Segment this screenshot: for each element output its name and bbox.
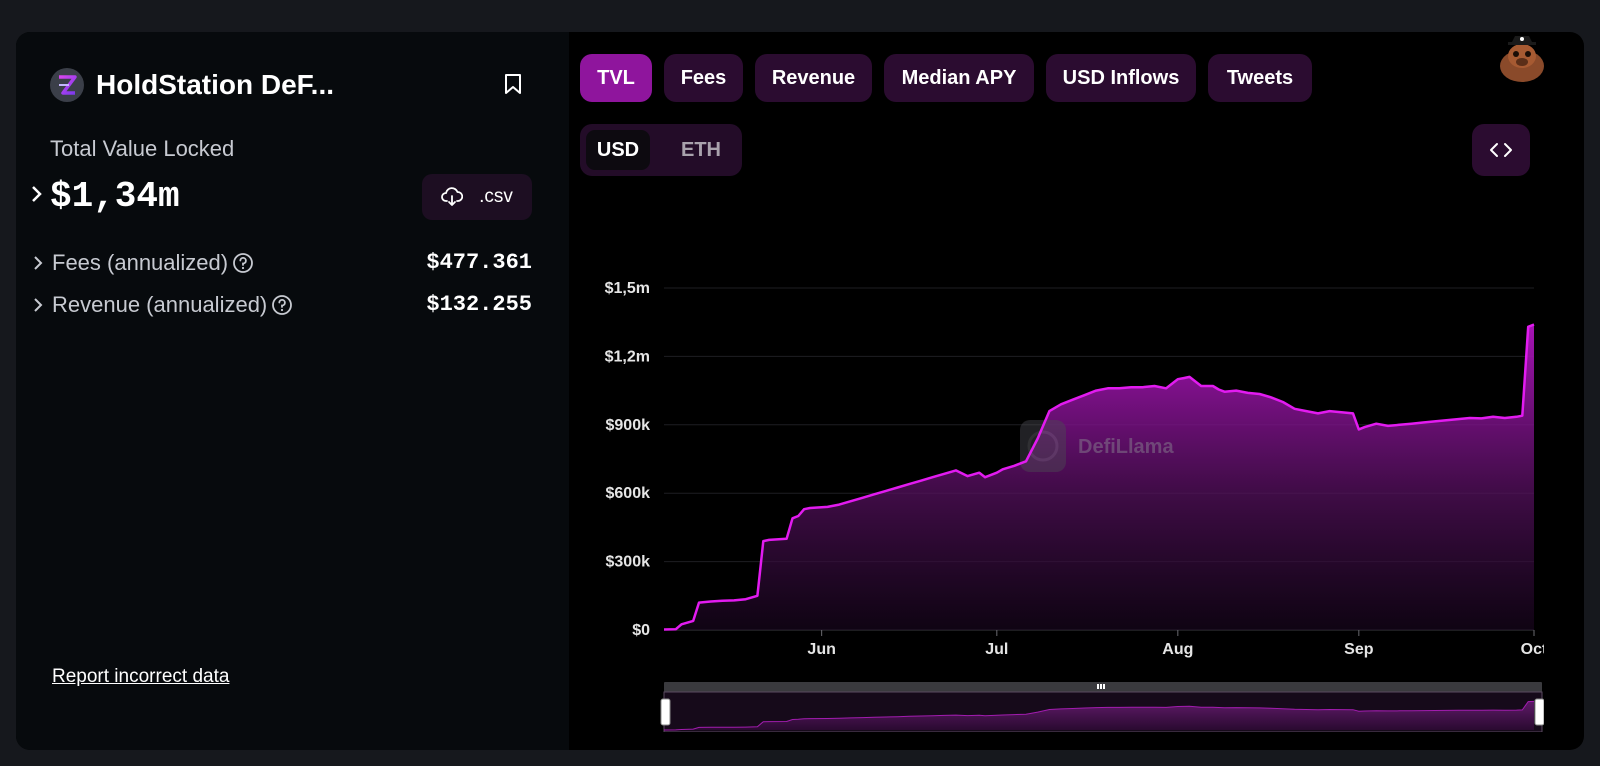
- range-handle-right[interactable]: [1534, 698, 1544, 726]
- metric-revenue[interactable]: Revenue (annualized) $132.255: [32, 290, 532, 320]
- bookmark-button[interactable]: [500, 70, 526, 98]
- tab-median-apy[interactable]: Median APY: [884, 54, 1034, 102]
- tvl-line: [663, 323, 1535, 631]
- currency-toggle: USD ETH: [580, 124, 742, 176]
- range-handle-left[interactable]: [660, 698, 671, 726]
- y-tick-label: $900k: [606, 417, 651, 434]
- chevron-right-icon: [34, 298, 43, 312]
- tab-fees[interactable]: Fees: [664, 54, 743, 102]
- defillama-watermark: DefiLlama: [1020, 420, 1174, 472]
- download-csv-button[interactable]: .csv: [422, 174, 532, 220]
- time-range-slider[interactable]: [660, 682, 1544, 732]
- tvl-area: [664, 324, 1534, 630]
- x-tick-label: Oct: [1521, 641, 1544, 658]
- x-tick-label: Aug: [1162, 641, 1193, 658]
- y-tick-label: $300k: [606, 554, 651, 571]
- currency-option-usd[interactable]: USD: [586, 130, 650, 170]
- embed-chart-button[interactable]: [1472, 124, 1530, 176]
- tab-revenue[interactable]: Revenue: [755, 54, 872, 102]
- x-tick-label: Jun: [807, 641, 835, 658]
- metric-label: Fees (annualized): [52, 250, 254, 276]
- tvl-value: $1,34m: [50, 176, 180, 217]
- metric-label: Revenue (annualized): [52, 292, 293, 318]
- protocol-name: HoldStation DeF...: [96, 69, 334, 100]
- tab-usd-inflows[interactable]: USD Inflows: [1046, 54, 1196, 102]
- chevron-right-icon: [32, 186, 42, 202]
- tab-tvl[interactable]: TVL: [580, 54, 652, 102]
- x-tick-label: Sep: [1344, 641, 1374, 658]
- help-icon[interactable]: [271, 294, 293, 316]
- tvl-expand-chevron[interactable]: [28, 184, 44, 204]
- chevron-right-icon: [34, 256, 43, 270]
- protocol-summary-panel: HoldStation DeF... Total Value Locked $1…: [16, 32, 569, 750]
- report-incorrect-data-link[interactable]: Report incorrect data: [52, 666, 230, 687]
- metric-fees[interactable]: Fees (annualized) $477.361: [32, 248, 532, 278]
- metric-value: $477.361: [426, 250, 532, 275]
- x-tick-label: Jul: [985, 641, 1008, 658]
- y-tick-label: $1,2m: [605, 348, 650, 365]
- tvl-chart: $0 $300k $600k $900k $1,2m $1,5m Jun Jul Aug Sep…: [605, 280, 1544, 732]
- metric-value: $132.255: [426, 292, 532, 317]
- protocol-card: HoldStation DeF... Total Value Locked $1…: [16, 32, 1584, 750]
- tvl-label: Total Value Locked: [50, 136, 235, 161]
- y-tick-label: $1,5m: [605, 280, 650, 297]
- range-drag-grip-icon[interactable]: [1097, 684, 1105, 689]
- download-csv-label: .csv: [479, 186, 513, 207]
- currency-option-eth[interactable]: ETH: [681, 138, 721, 161]
- download-cloud-icon: [441, 187, 464, 206]
- y-tick-label: $0: [632, 622, 650, 639]
- tab-tweets[interactable]: Tweets: [1208, 54, 1312, 102]
- bookmark-icon: [505, 74, 521, 94]
- holdstation-logo-icon: [50, 68, 84, 102]
- llama-mascot-icon[interactable]: [1494, 32, 1550, 84]
- svg-text:DefiLlama: DefiLlama: [1078, 436, 1174, 458]
- code-brackets-icon: [1490, 143, 1512, 157]
- help-icon[interactable]: [232, 252, 254, 274]
- y-tick-label: $600k: [606, 485, 651, 502]
